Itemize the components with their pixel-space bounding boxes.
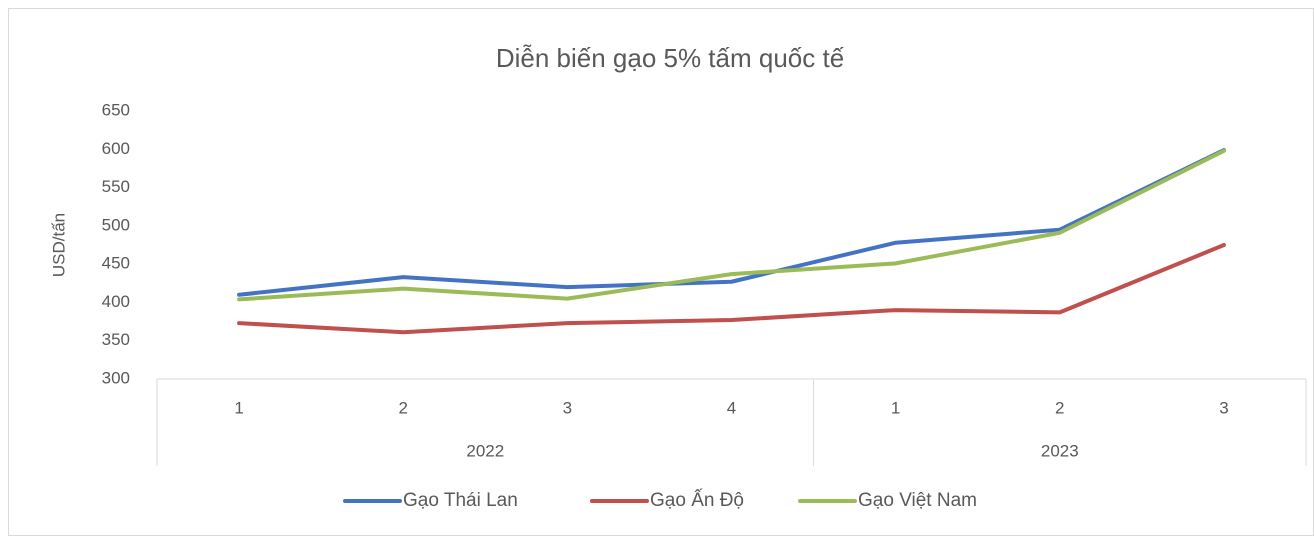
x-tick-label: 3	[563, 398, 572, 417]
y-axis-label: USD/tấn	[49, 213, 68, 277]
y-tick-label: 500	[102, 215, 130, 234]
chart-title: Diễn biến gạo 5% tấm quốc tế	[496, 43, 845, 73]
series-line	[237, 243, 1226, 335]
group-label: 2023	[1041, 441, 1079, 460]
series-line	[237, 148, 1226, 302]
chart-border	[8, 8, 1314, 536]
y-tick-label: 450	[102, 254, 130, 273]
x-tick-label: 4	[727, 398, 736, 417]
legend-label: Gạo Ấn Độ	[650, 489, 744, 511]
y-tick-label: 300	[102, 368, 130, 387]
y-tick-label: 400	[102, 292, 130, 311]
y-tick-label: 650	[102, 100, 130, 119]
y-tick-label: 600	[102, 139, 130, 158]
legend-label: Gạo Thái Lan	[403, 490, 518, 511]
y-tick-label: 550	[102, 177, 130, 196]
series-line	[237, 148, 1226, 297]
group-label: 2022	[466, 441, 504, 460]
x-tick-label: 3	[1219, 398, 1228, 417]
x-tick-label: 1	[234, 398, 243, 417]
x-tick-label: 1	[891, 398, 900, 417]
x-tick-label: 2	[1055, 398, 1064, 417]
legend-label: Gạo Việt Nam	[858, 490, 977, 511]
y-tick-label: 350	[102, 330, 130, 349]
x-tick-label: 2	[398, 398, 407, 417]
